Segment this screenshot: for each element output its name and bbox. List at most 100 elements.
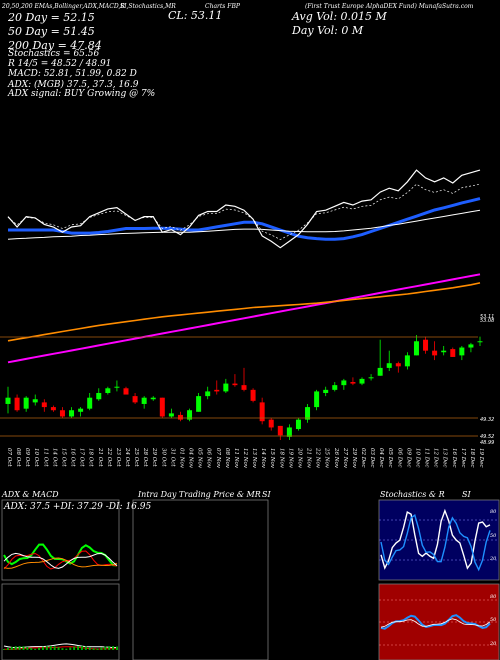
candle-body	[78, 408, 84, 412]
date-label: 06 Dec	[396, 448, 402, 468]
indicator-lines	[7, 169, 481, 364]
adx-line	[3, 557, 118, 569]
price-label-bottom: 48.99	[480, 440, 494, 446]
date-label: 29 Oct	[151, 447, 157, 467]
date-label: 21 Nov	[306, 447, 312, 469]
candle-body	[114, 386, 120, 388]
stoch-level-80: 80	[490, 509, 497, 515]
date-label: 16 Dec	[451, 448, 457, 468]
date-label: 14 Oct	[51, 448, 57, 467]
candle-body	[386, 363, 392, 368]
date-label: 09 Oct	[24, 448, 30, 467]
date-label: 15 Nov	[269, 448, 275, 469]
date-label: 23 Oct	[115, 447, 121, 467]
candle-body	[41, 402, 47, 408]
candle-body	[423, 339, 429, 351]
rsi-signal-line	[380, 618, 491, 628]
candle-body	[268, 419, 274, 428]
candle-body	[259, 402, 265, 422]
candle-body	[286, 427, 292, 437]
candle-body	[241, 385, 247, 390]
candle-body	[50, 407, 56, 411]
candle-body	[187, 410, 193, 420]
date-label: 26 Nov	[333, 447, 339, 469]
date-label: 09 Dec	[405, 448, 411, 468]
avg-volume-value: Avg Vol: 0.015	[292, 10, 373, 23]
close-price: CL: 53.11	[168, 9, 223, 22]
date-label: 02 Dec	[360, 448, 366, 468]
stoch-panel-si: SI	[462, 490, 471, 499]
candle-body	[341, 380, 347, 386]
adx-lines	[3, 543, 118, 570]
candle-body	[14, 397, 20, 411]
date-label: 07 Oct	[6, 448, 12, 467]
date-label: 25 Oct	[133, 447, 139, 467]
day-volume-value: Day Vol: 0	[292, 24, 349, 37]
rsi-lines	[379, 599, 499, 646]
candle-body	[159, 397, 165, 417]
rsi-line	[380, 614, 491, 630]
avg-volume: Avg Vol: 0.015 M	[292, 10, 387, 23]
date-label: 22 Oct	[106, 447, 112, 467]
candle-body	[359, 378, 365, 384]
date-label: 31 Oct	[169, 448, 175, 467]
candle-body	[123, 388, 129, 395]
candle-body	[32, 399, 38, 403]
date-label: 10 Oct	[33, 448, 39, 467]
candle-body	[323, 389, 329, 393]
candle-body	[305, 407, 311, 420]
ema20-line	[8, 197, 481, 241]
candle-body	[441, 350, 447, 353]
candle-body	[377, 367, 383, 376]
rsi-label: R 14/5 = 48.52 / 48.91	[8, 59, 112, 69]
date-label: 24 Oct	[124, 447, 130, 467]
stochastics-lines	[379, 508, 499, 572]
date-label: 17 Dec	[460, 448, 466, 468]
candle-body	[96, 392, 102, 400]
date-label: 19 Nov	[287, 448, 293, 469]
candle-body	[69, 410, 75, 417]
intra-panel-si: SI	[262, 490, 271, 499]
candle-body	[468, 344, 474, 348]
dashed-signal-line	[7, 183, 481, 240]
rsi-level-50: 50	[490, 617, 497, 623]
chart-ticker-label: Charts FBP	[205, 3, 240, 10]
candle-body	[368, 377, 374, 379]
date-label: 14 Nov	[260, 448, 266, 469]
candle-body	[105, 388, 111, 393]
date-label: 06 Nov	[206, 448, 212, 469]
candle-body	[177, 414, 183, 420]
date-label: 12 Dec	[433, 448, 439, 468]
date-label: 30 Oct	[160, 448, 166, 467]
candle-body	[332, 385, 338, 390]
day-volume-unit: M	[351, 24, 364, 37]
macd-label: MACD: 52.81, 51.99, 0.82 D	[8, 69, 137, 79]
chart-type-label: 20,50,200 EMAs,Bollinger,ADX,MACD,R	[2, 3, 125, 10]
date-label: 17 Oct	[79, 448, 85, 467]
stoch-level-20: 20	[490, 556, 497, 562]
date-label: 05 Dec	[387, 448, 393, 468]
candle-body	[395, 363, 401, 367]
price-label-top: 53.11	[480, 314, 494, 320]
adx-panel	[1, 499, 120, 581]
date-label: 18 Dec	[469, 448, 475, 468]
date-label: 13 Dec	[442, 448, 448, 468]
ema200-label: 200 Day = 47.84	[8, 39, 102, 52]
date-label: 11 Oct	[42, 448, 48, 467]
date-label: 18 Nov	[278, 448, 284, 469]
price-label-bottom: 49.52	[480, 434, 494, 440]
price-label-top: 53.08	[480, 318, 494, 324]
avg-volume-unit: M	[375, 10, 387, 23]
date-label: 10 Dec	[414, 448, 420, 468]
candle-body	[350, 382, 356, 384]
date-label: 04 Dec	[378, 448, 384, 468]
stoch-panel-title: Stochastics & R	[380, 490, 445, 499]
date-label: 13 Nov	[251, 448, 257, 469]
bollinger-band-line	[7, 273, 481, 364]
candle-body	[432, 350, 438, 356]
candle-body	[59, 410, 65, 417]
date-label: 05 Nov	[197, 448, 203, 469]
adx-label: ADX: (MGB) 37.5, 37.3, 16.9	[8, 80, 139, 90]
intra-panel-title: Intra Day Trading Price & MR	[138, 490, 261, 499]
